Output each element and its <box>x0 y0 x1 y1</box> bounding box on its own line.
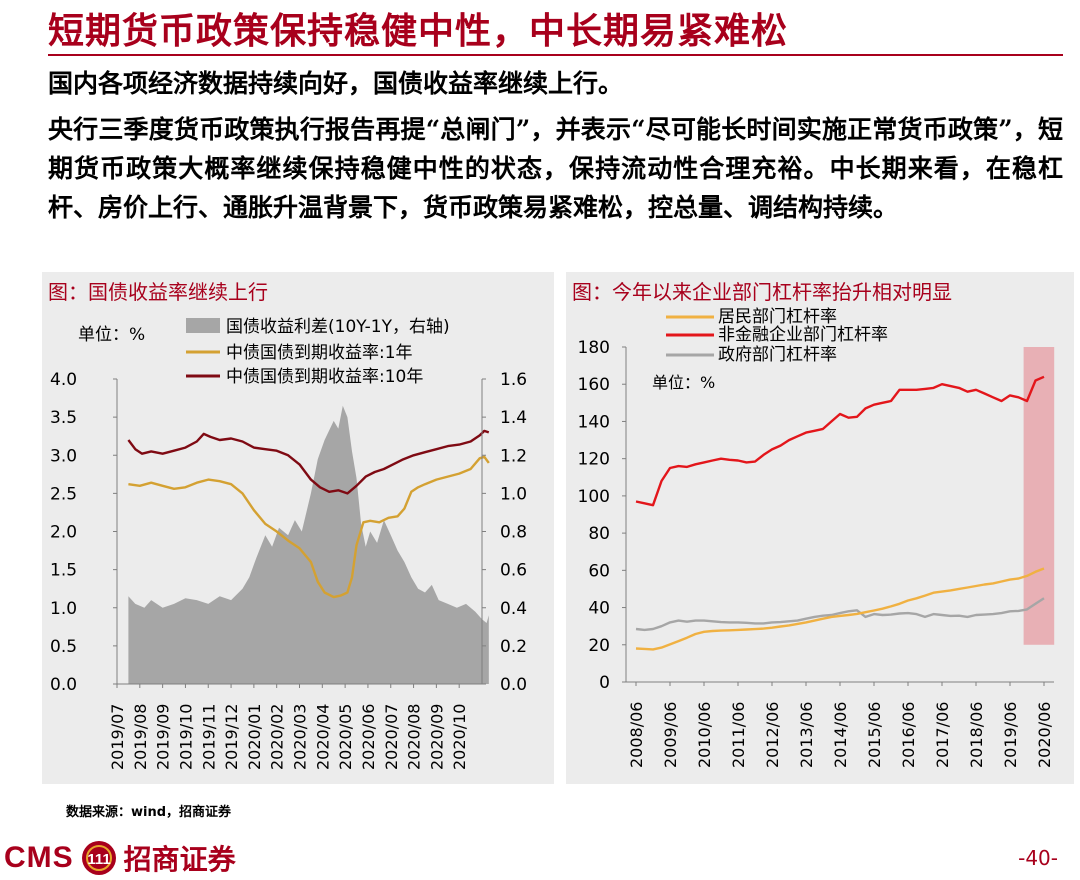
chart-panel-leverage: 0 20 40 60 80 100 120 140 160 180 2008/06 2009/06 20… <box>566 272 1074 784</box>
x-tick-label: 2014/06 <box>831 702 850 768</box>
y-left-tick-label: 3.5 <box>50 408 77 428</box>
x-tick-label: 2019/12 <box>222 704 241 770</box>
series-line-household <box>635 567 1045 651</box>
unit-label: 单位：% <box>78 325 145 345</box>
x-tick-label: 2019/06 <box>1001 702 1020 768</box>
y-left-tick-label: 4.0 <box>50 370 77 390</box>
x-tick-label: 2019/08 <box>131 704 150 770</box>
series-line-government <box>635 597 1045 632</box>
series-line-corporate <box>635 375 1045 507</box>
x-tick-label: 2018/06 <box>967 702 986 768</box>
x-tick-label: 2016/06 <box>899 702 918 768</box>
legend-label-1y: 中债国债到期收益率:1年 <box>226 343 413 363</box>
slide-title: 短期货币政策保持稳健中性，中长期易紧难松 <box>48 10 789 52</box>
legend-label-government: 政府部门杠杆率 <box>718 345 837 365</box>
leverage-chart: 0 20 40 60 80 100 120 140 160 180 2008/06 2009/06 20… <box>578 307 1055 768</box>
y-left-tick-label: 1.0 <box>50 599 77 619</box>
y-right-tick-label: 1.0 <box>500 484 527 504</box>
highlight-band <box>1023 347 1055 645</box>
y-tick-label: 60 <box>588 561 610 581</box>
series-line-10y <box>127 429 490 495</box>
series-line-1y <box>128 455 490 599</box>
y-right-tick-label: 0.2 <box>500 637 527 657</box>
legend-label-household: 居民部门杠杆率 <box>718 307 837 327</box>
x-tick-label: 2015/06 <box>865 702 884 768</box>
x-tick-label: 2019/07 <box>108 704 127 770</box>
chart-title-leverage: 图：今年以来企业部门杠杆率抬升相对明显 <box>572 280 952 304</box>
legend-label-10y: 中债国债到期收益率:10年 <box>226 367 423 387</box>
chart-panel-yields: 0.0 0.5 1.0 1.5 2.0 2.5 3.0 3.5 4.0 0.0 0.2 0.4 0.6 0… <box>42 272 554 784</box>
data-source-note: 数据来源：wind，招商证券 <box>66 805 232 820</box>
x-tick-label: 2020/06 <box>359 704 378 770</box>
y-tick-label: 40 <box>588 599 610 619</box>
lead-sentence: 国内各项经济数据持续向好，国债收益率继续上行。 <box>48 69 624 98</box>
y-left-tick-label: 1.5 <box>50 561 77 581</box>
y-tick-label: 80 <box>588 524 610 544</box>
chart-title-yields: 图：国债收益率继续上行 <box>48 280 268 304</box>
yield-chart: 0.0 0.5 1.0 1.5 2.0 2.5 3.0 3.5 4.0 0.0 0.2 0.4 0.6 0… <box>50 317 527 770</box>
x-tick-label: 2020/03 <box>291 704 310 770</box>
y-tick-label: 120 <box>578 450 610 470</box>
y-tick-label: 160 <box>578 375 610 395</box>
x-tick-label: 2012/06 <box>763 702 782 768</box>
x-tick-label: 2019/10 <box>176 704 195 770</box>
logo-chinese-text: 招商证券 <box>123 843 236 876</box>
series-spread-area <box>128 405 489 684</box>
title-rule <box>48 54 1063 56</box>
y-tick-label: 20 <box>588 636 610 656</box>
x-tick-label: 2020/02 <box>268 704 287 770</box>
body-paragraph: 央行三季度货币政策执行报告再提“总闸门”，并表示“尽可能长时间实施正常货币政策”… <box>48 115 1063 222</box>
logo-latin-text: CMS <box>4 841 74 874</box>
x-tick-label: 2011/06 <box>729 702 748 768</box>
x-tick-label: 2020/09 <box>427 704 446 770</box>
x-tick-label: 2019/11 <box>199 704 218 770</box>
x-tick-label: 2020/04 <box>313 704 332 770</box>
y-left-tick-label: 2.5 <box>50 484 77 504</box>
y-tick-label: 140 <box>578 412 610 432</box>
cms-logo: CMS 111 招商证券 <box>4 838 236 878</box>
x-tick-label: 2020/07 <box>382 704 401 770</box>
y-right-tick-label: 1.2 <box>500 446 527 466</box>
y-tick-label: 0 <box>599 673 610 693</box>
logo-badge-text: 111 <box>87 851 110 868</box>
legend-label-corporate: 非金融企业部门杠杆率 <box>718 325 888 345</box>
x-tick-label: 2020/10 <box>450 704 469 770</box>
y-left-tick-label: 0.0 <box>50 675 77 695</box>
x-tick-label: 2010/06 <box>695 702 714 768</box>
page-number: -40- <box>1018 846 1058 870</box>
y-right-tick-label: 0.4 <box>500 599 527 619</box>
x-tick-label: 2020/06 <box>1035 702 1054 768</box>
cms-logo-badge-icon: 111 <box>81 841 116 875</box>
y-right-tick-label: 1.6 <box>500 370 527 390</box>
legend-swatch-spread <box>186 318 220 333</box>
unit-label: 单位：% <box>652 373 715 392</box>
y-left-tick-label: 0.5 <box>50 637 77 657</box>
x-tick-label: 2019/09 <box>154 704 173 770</box>
y-right-tick-label: 0.0 <box>500 675 527 695</box>
legend-label-spread: 国债收益利差(10Y-1Y，右轴) <box>226 317 450 337</box>
y-right-tick-label: 1.4 <box>500 408 527 428</box>
x-tick-label: 2013/06 <box>797 702 816 768</box>
y-tick-label: 180 <box>578 338 610 358</box>
y-left-tick-label: 2.0 <box>50 523 77 543</box>
y-right-tick-label: 0.6 <box>500 561 527 581</box>
x-tick-label: 2008/06 <box>627 702 646 768</box>
x-tick-label: 2020/08 <box>405 704 424 770</box>
y-tick-label: 100 <box>578 487 610 507</box>
x-tick-label: 2020/05 <box>336 704 355 770</box>
x-tick-label: 2017/06 <box>933 702 952 768</box>
y-right-tick-label: 0.8 <box>500 523 527 543</box>
x-tick-label: 2009/06 <box>661 702 680 768</box>
x-tick-label: 2020/01 <box>245 704 264 770</box>
y-left-tick-label: 3.0 <box>50 446 77 466</box>
